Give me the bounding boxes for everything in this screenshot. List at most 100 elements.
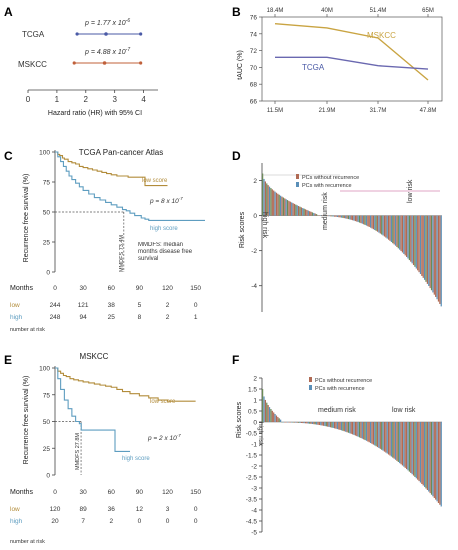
f-risk-bar — [345, 422, 347, 432]
e-risk-value: 12 — [136, 506, 144, 513]
a-ci-high-point-mskcc — [139, 61, 143, 65]
f-risk-bar — [300, 422, 303, 423]
d-risk-bar — [436, 215, 438, 300]
d-risk-bar — [388, 215, 390, 240]
d-y-tick-label: -2 — [251, 248, 257, 255]
d-risk-bar — [368, 215, 370, 227]
f-risk-bar — [310, 422, 312, 424]
d-risk-bar — [432, 215, 434, 293]
a-ci-high-point-tcga — [139, 32, 143, 36]
d-label-high-risk: high risk — [261, 212, 268, 239]
f-risk-bar — [274, 414, 276, 422]
f-y-tick-label: -1 — [251, 442, 257, 449]
c-risk-value: 94 — [80, 314, 88, 321]
f-y-tick-label: -4.5 — [246, 519, 258, 526]
d-label-low-risk: low risk — [407, 179, 414, 203]
f-risk-bar — [295, 422, 297, 423]
d-risk-bar — [274, 191, 276, 216]
f-risk-bar — [439, 422, 441, 505]
f-risk-bar — [298, 422, 300, 423]
f-y-tick-label: -3.5 — [246, 497, 258, 504]
d-risk-bar — [295, 204, 297, 216]
e-x-tick-label-120: 120 — [162, 489, 173, 496]
d-risk-bar — [300, 207, 303, 216]
a-row-label-mskcc: MSKCC — [18, 60, 47, 69]
d-risk-bar — [284, 198, 286, 216]
panel-letter-e: E — [4, 353, 12, 367]
d-risk-bar — [266, 183, 268, 216]
panel-e-km-mskcc: MSKCC Recurrence free survival (%) 0 25 50… — [10, 352, 201, 545]
c-x-tick-label-120: 120 — [162, 285, 173, 292]
f-risk-bar — [329, 422, 332, 428]
a-p-value-tcga-exp: -6 — [126, 18, 131, 24]
d-risk-bar — [311, 212, 314, 216]
f-risk-bar — [381, 422, 383, 450]
e-risk-value: 0 — [194, 506, 198, 513]
f-risk-bar — [304, 422, 307, 424]
f-risk-bar — [426, 422, 429, 490]
e-y-tick-label-50: 50 — [43, 419, 51, 426]
b-plot-frame — [261, 16, 443, 102]
f-risk-bar — [307, 422, 309, 424]
d-risk-bar — [352, 215, 354, 221]
d-risk-bar — [304, 209, 307, 216]
c-risk-row-label-low: low — [10, 302, 20, 309]
d-y-tick-label: 2 — [253, 178, 257, 185]
f-y-tick-label: -2.5 — [246, 475, 258, 482]
d-risk-bar — [418, 215, 420, 273]
d-risk-bar — [327, 215, 329, 217]
f-risk-bar — [363, 422, 365, 440]
f-risk-bar — [318, 422, 321, 426]
f-risk-bar — [302, 422, 304, 424]
d-risk-bar — [267, 185, 269, 216]
c-y-tick-label-50: 50 — [43, 210, 51, 217]
c-y-axis-label: Recurrence free survival (%) — [23, 174, 30, 263]
b-x-top-tick-label: 65M — [422, 8, 434, 14]
d-risk-bar — [313, 212, 315, 216]
d-risk-bar — [389, 215, 391, 241]
d-risk-bar — [390, 215, 393, 243]
d-risk-bar — [316, 214, 318, 216]
c-risk-value: 2 — [166, 302, 170, 309]
d-risk-bar — [374, 215, 376, 231]
d-risk-bar — [336, 215, 339, 218]
d-risk-bar — [439, 215, 441, 304]
e-p-value: p = 2 x 10-7 — [147, 433, 181, 442]
f-risk-bar — [360, 422, 362, 439]
f-risk-bar — [425, 422, 427, 489]
a-hr-point-tcga — [104, 32, 108, 36]
a-p-value-mskcc-base: p = 4.88 x 10 — [84, 49, 126, 56]
d-risk-bar — [372, 215, 375, 230]
d-risk-bar — [293, 203, 296, 216]
c-x-tick-label-60: 60 — [108, 285, 116, 292]
d-legend-swatch-no-recurrence — [296, 174, 299, 179]
f-risk-bar — [408, 422, 411, 472]
b-x-top-tick-label: 18.4M — [267, 8, 284, 14]
e-risk-value: 3 — [166, 506, 170, 513]
d-risk-bar — [371, 215, 373, 229]
d-risk-bar — [354, 215, 357, 222]
d-risk-bar — [440, 215, 442, 307]
f-risk-bar — [303, 422, 305, 424]
b-series-label-tcga: TCGA — [302, 63, 325, 72]
f-risk-bar — [306, 422, 308, 424]
d-risk-bar — [386, 215, 388, 239]
c-p-value: p = 8 x 10-7 — [149, 196, 183, 205]
d-risk-bar — [437, 215, 440, 302]
e-x-tick-label-60: 60 — [108, 489, 116, 496]
a-x-tick-label-3: 3 — [112, 95, 117, 104]
c-mmdfs-note: MMDFS: median months disease free surviv… — [138, 242, 193, 262]
c-p-value-exp: -7 — [179, 196, 183, 201]
f-risk-bar — [353, 422, 355, 435]
d-risk-bar — [350, 215, 352, 220]
f-risk-bar — [309, 422, 311, 424]
f-y-tick-label: 0.5 — [248, 409, 257, 416]
d-risk-bar — [263, 178, 265, 216]
f-legend-swatch-recurrence — [309, 385, 312, 390]
b-y-tick-label-72: 72 — [250, 48, 258, 55]
d-risk-bar — [363, 215, 365, 225]
f-risk-bar — [347, 422, 350, 433]
d-risk-bar — [407, 215, 409, 259]
d-risk-bar — [310, 211, 312, 216]
a-ci-low-point-mskcc — [72, 61, 76, 65]
